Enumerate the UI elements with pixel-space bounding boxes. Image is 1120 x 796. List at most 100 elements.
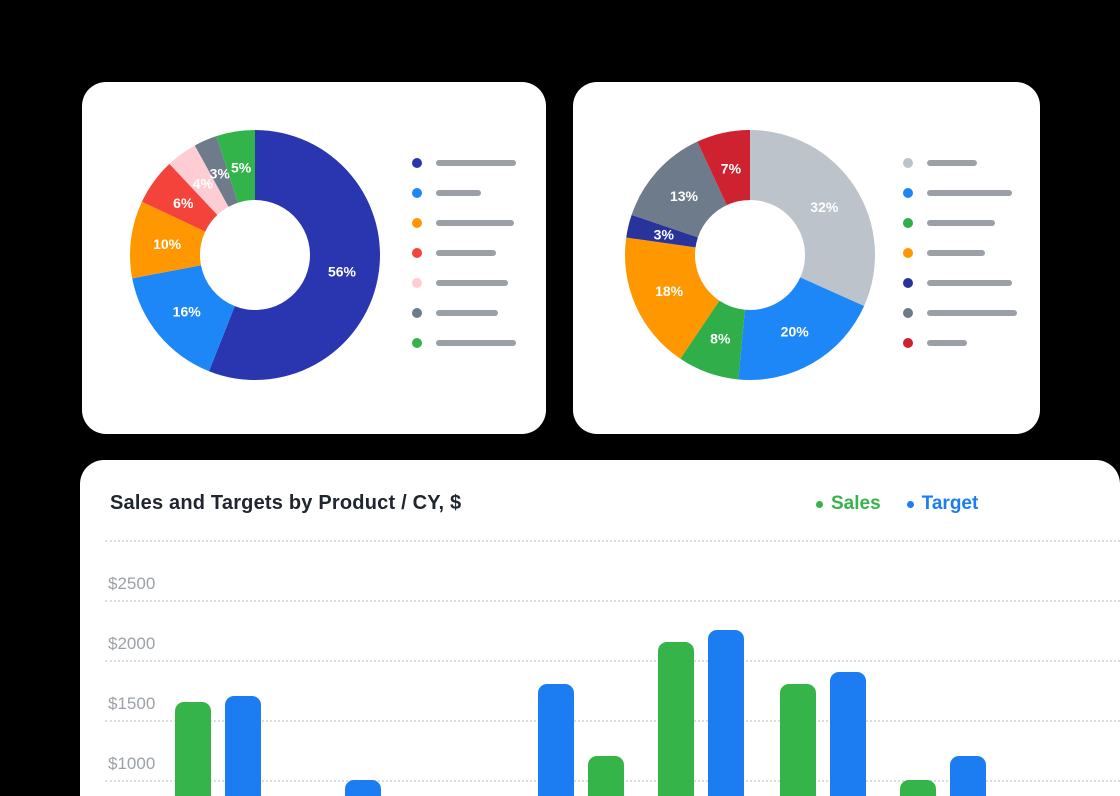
segment-percent-label: 8% bbox=[710, 331, 731, 347]
donut-segment[interactable] bbox=[194, 136, 238, 207]
y-axis-tick-label: $2000 bbox=[108, 634, 156, 653]
legend-label-placeholder bbox=[927, 250, 985, 256]
gridline bbox=[105, 720, 1120, 722]
donut-card-right: 32% 20% 8% 18% 3% 13% 7% bbox=[573, 82, 1040, 434]
donut-segment[interactable] bbox=[216, 130, 255, 203]
segment-percent-label: 7% bbox=[721, 161, 742, 177]
donut-segment[interactable] bbox=[697, 130, 750, 206]
segment-percent-label: 3% bbox=[210, 166, 231, 182]
bar-chart-legend: Sales Target bbox=[816, 493, 978, 515]
legend-label-placeholder bbox=[436, 310, 498, 316]
donut-segment[interactable] bbox=[169, 145, 229, 215]
segment-percent-label: 32% bbox=[810, 199, 839, 215]
legend-item[interactable] bbox=[412, 218, 516, 228]
bar-sales[interactable] bbox=[900, 780, 936, 796]
segment-percent-label: 10% bbox=[153, 236, 182, 252]
legend-dot-icon bbox=[412, 158, 422, 168]
legend-item[interactable] bbox=[903, 308, 1017, 318]
bar-target[interactable] bbox=[950, 756, 986, 796]
donut-segment[interactable] bbox=[631, 141, 727, 238]
donut-chart-left: 56% 16% 10% 6% 4%3% 5% bbox=[129, 130, 381, 380]
gridline bbox=[105, 660, 1120, 662]
bar-target[interactable] bbox=[830, 672, 866, 796]
legend-item[interactable] bbox=[903, 158, 1017, 168]
legend-item[interactable] bbox=[412, 338, 516, 348]
legend-item[interactable] bbox=[903, 188, 1017, 198]
bar-sales[interactable] bbox=[658, 642, 694, 796]
donut-card-left: 56% 16% 10% 6% 4% 3% 5% bbox=[82, 82, 546, 434]
donut-segment[interactable] bbox=[141, 163, 218, 232]
chart-title: Sales and Targets by Product / CY, $ bbox=[110, 492, 462, 514]
gridline bbox=[105, 600, 1120, 602]
y-axis-tick-label: $1000 bbox=[108, 754, 156, 773]
legend-item-target[interactable]: Target bbox=[906, 493, 979, 515]
legend-dot-icon bbox=[412, 218, 422, 228]
donut-segment[interactable] bbox=[624, 237, 720, 359]
bar-sales[interactable] bbox=[175, 702, 211, 796]
donut-segment[interactable] bbox=[750, 130, 875, 306]
legend-item[interactable] bbox=[412, 308, 516, 318]
legend-label-target: Target bbox=[921, 493, 979, 514]
segment-percent-label: 6% bbox=[173, 195, 194, 211]
legend-item[interactable] bbox=[903, 248, 1017, 258]
legend-label-placeholder bbox=[927, 190, 1012, 196]
donut-legend-right bbox=[903, 158, 1017, 368]
legend-label-placeholder bbox=[927, 220, 995, 226]
donut-segment[interactable] bbox=[680, 300, 745, 380]
bar-sales[interactable] bbox=[588, 756, 624, 796]
legend-dot-icon bbox=[903, 308, 913, 318]
legend-dot-icon bbox=[903, 278, 913, 288]
sales-dot-icon bbox=[816, 500, 823, 508]
donut-segment[interactable] bbox=[626, 214, 698, 248]
segment-percent-label: 4% bbox=[193, 175, 214, 191]
bar-sales[interactable] bbox=[780, 684, 816, 796]
legend-item[interactable] bbox=[412, 278, 516, 288]
legend-dot-icon bbox=[412, 278, 422, 288]
bar-chart-card: $2500 $2000 $1500 $1000 Sales and Targets b… bbox=[80, 460, 1120, 796]
legend-label-placeholder bbox=[436, 190, 481, 196]
segment-percent-label: 13% bbox=[670, 188, 699, 204]
legend-label-placeholder bbox=[927, 280, 1012, 286]
legend-label-placeholder bbox=[927, 310, 1017, 316]
y-axis-tick-label: $1500 bbox=[108, 694, 156, 713]
legend-item[interactable] bbox=[412, 158, 516, 168]
legend-label-placeholder bbox=[436, 280, 508, 286]
legend-dot-icon bbox=[903, 158, 913, 168]
gridline bbox=[105, 540, 1120, 542]
legend-label-sales: Sales bbox=[831, 493, 881, 514]
segment-percent-label: 20% bbox=[781, 324, 810, 340]
legend-label-placeholder bbox=[436, 220, 514, 226]
legend-item[interactable] bbox=[903, 278, 1017, 288]
bar-plot-area: $2500 $2000 $1500 $1000 bbox=[80, 460, 1120, 796]
legend-label-placeholder bbox=[927, 340, 967, 346]
legend-label-placeholder bbox=[436, 340, 516, 346]
legend-item-sales[interactable]: Sales bbox=[816, 493, 881, 515]
donut-segment[interactable] bbox=[129, 201, 206, 279]
bar-target[interactable] bbox=[345, 780, 381, 796]
y-axis-tick-label: $2500 bbox=[108, 574, 156, 593]
segment-percent-label: 16% bbox=[173, 304, 202, 320]
donut-segment[interactable] bbox=[208, 130, 381, 380]
segment-percent-label: 3% bbox=[654, 227, 675, 243]
donut-segment[interactable] bbox=[132, 265, 235, 372]
legend-label-placeholder bbox=[436, 250, 496, 256]
legend-dot-icon bbox=[412, 308, 422, 318]
legend-dot-icon bbox=[903, 248, 913, 258]
legend-item[interactable] bbox=[903, 338, 1017, 348]
legend-dot-icon bbox=[903, 218, 913, 228]
legend-dot-icon bbox=[412, 338, 422, 348]
legend-item[interactable] bbox=[412, 248, 516, 258]
bar-target[interactable] bbox=[225, 696, 261, 796]
legend-dot-icon bbox=[903, 188, 913, 198]
legend-label-placeholder bbox=[436, 160, 516, 166]
legend-item[interactable] bbox=[903, 218, 1017, 228]
legend-dot-icon bbox=[903, 338, 913, 348]
donut-chart-right: 32% 20% 8% 18% 3% 13% 7% bbox=[624, 130, 875, 381]
donut-segment[interactable] bbox=[738, 277, 865, 381]
legend-item[interactable] bbox=[412, 188, 516, 198]
bar-target[interactable] bbox=[708, 630, 744, 796]
donut-legend-left bbox=[412, 158, 516, 368]
bar-target[interactable] bbox=[538, 684, 574, 796]
legend-label-placeholder bbox=[927, 160, 977, 166]
